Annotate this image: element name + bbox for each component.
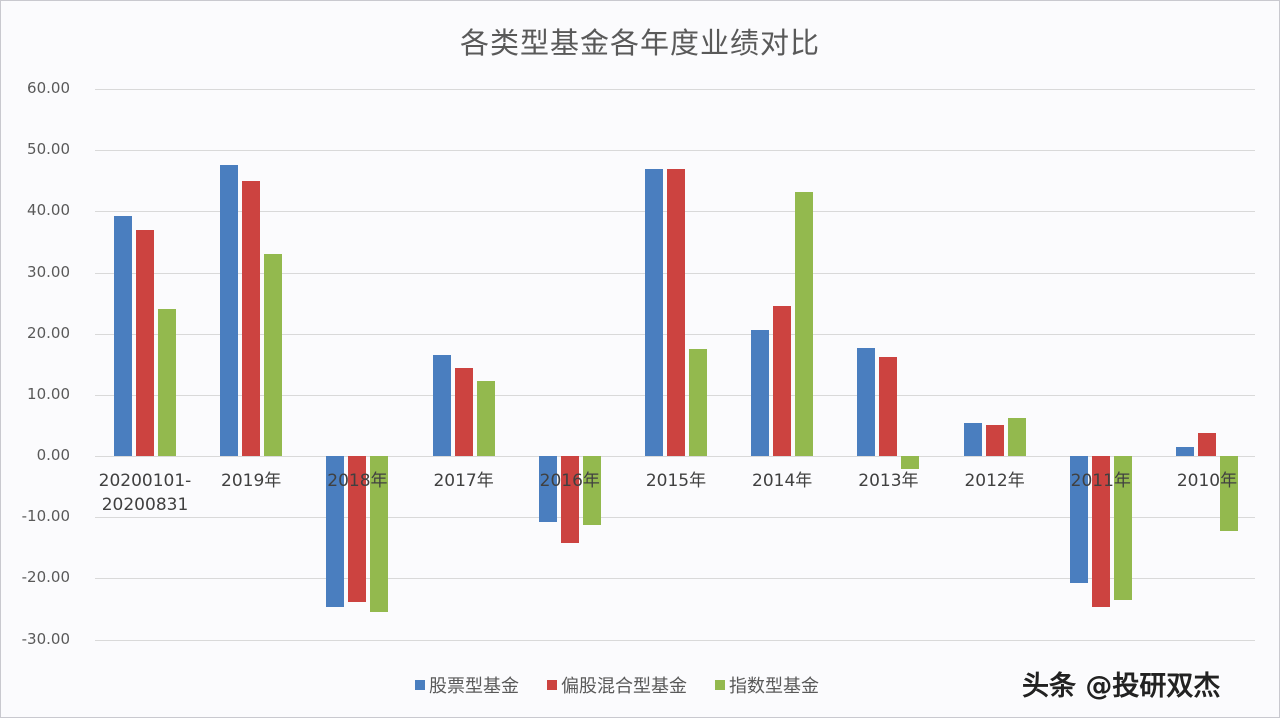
bar: [1007, 418, 1026, 456]
bar: [1176, 446, 1194, 456]
y-tick-label: 50.00: [27, 140, 70, 158]
legend-item: 偏股混合型基金: [547, 672, 687, 698]
x-tick-label: 2015年: [645, 471, 707, 491]
gridline: [95, 578, 1255, 579]
y-tick-label: 30.00: [27, 263, 70, 281]
y-tick-label: 20.00: [27, 324, 70, 342]
x-tick-label: 2016年: [539, 471, 600, 491]
bar: [432, 355, 451, 456]
bar: [220, 165, 239, 456]
bar: [348, 456, 367, 603]
legend-swatch-icon: [547, 680, 557, 690]
legend-label: 偏股混合型基金: [561, 676, 687, 697]
bar: [326, 456, 345, 608]
x-tick-label: 2019年: [221, 471, 282, 491]
x-tick-label: 20200101- 20200831: [98, 471, 192, 515]
bar: [879, 356, 898, 456]
x-tick-label: 2018年: [327, 471, 388, 491]
bar: [751, 329, 770, 456]
bar: [242, 181, 261, 456]
gridline: [95, 517, 1255, 518]
bar: [963, 422, 982, 456]
x-tick-label: 2017年: [433, 471, 494, 491]
bar: [1198, 432, 1216, 456]
gridline: [95, 89, 1255, 90]
bar: [1091, 456, 1110, 608]
bar: [158, 309, 176, 456]
x-tick-label: 2012年: [964, 471, 1025, 491]
bar: [857, 348, 876, 456]
bar: [582, 456, 601, 526]
y-tick-label: -30.00: [21, 630, 70, 648]
legend-item: 股票型基金: [415, 672, 519, 698]
bar: [645, 169, 663, 456]
legend-swatch-icon: [715, 680, 725, 690]
legend-item: 指数型基金: [715, 672, 819, 698]
y-tick-label: 60.00: [27, 79, 70, 97]
gridline: [95, 150, 1255, 151]
bar: [1069, 456, 1088, 583]
bar: [538, 456, 557, 523]
bar: [370, 456, 389, 612]
bar: [114, 216, 132, 456]
bar: [985, 424, 1004, 456]
watermark: 头条 @投研双杰: [1022, 671, 1221, 702]
chart-title: 各类型基金各年度业绩对比: [459, 26, 820, 60]
x-tick-label: 2010年: [1176, 471, 1238, 491]
y-tick-label: -20.00: [21, 568, 70, 586]
x-tick-label: 2011年: [1070, 471, 1131, 491]
bar: [476, 380, 495, 456]
bar: [264, 254, 283, 456]
y-tick-label: 40.00: [27, 201, 70, 219]
legend-swatch-icon: [415, 680, 425, 690]
gridline: [95, 456, 1255, 457]
bar: [773, 306, 792, 456]
legend-label: 指数型基金: [729, 676, 819, 697]
y-tick-label: 10.00: [27, 385, 70, 403]
bar: [689, 348, 707, 456]
bar: [454, 367, 473, 456]
bar: [1113, 456, 1132, 600]
chart-legend: 股票型基金 偏股混合型基金 指数型基金: [415, 672, 819, 698]
bar: [667, 169, 685, 456]
gridline: [95, 640, 1255, 641]
bar: [136, 230, 154, 456]
y-tick-label: -10.00: [21, 507, 70, 525]
bar: [560, 456, 579, 543]
x-tick-label: 2013年: [858, 471, 919, 491]
bar: [795, 192, 814, 456]
legend-label: 股票型基金: [429, 676, 519, 697]
bar: [1220, 456, 1238, 532]
y-tick-label: 0.00: [36, 446, 70, 464]
bar: [901, 456, 920, 469]
x-tick-label: 2014年: [752, 471, 813, 491]
